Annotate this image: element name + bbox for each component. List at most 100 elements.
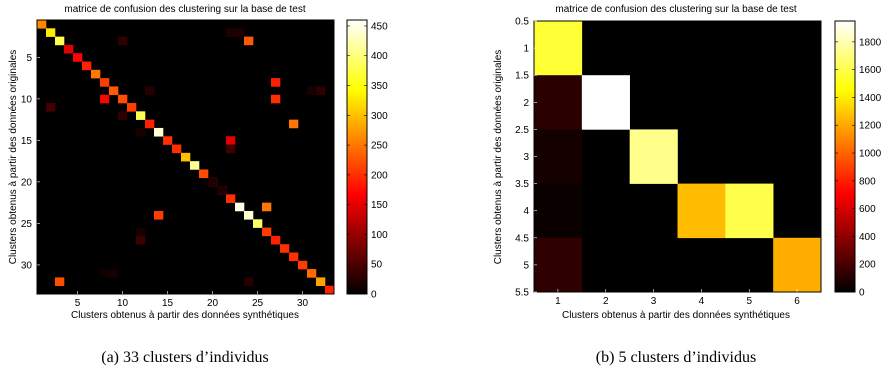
x-tick-label: 5 bbox=[75, 298, 81, 309]
y-tick-label: 30 bbox=[21, 260, 33, 271]
heatmap-cell bbox=[226, 28, 236, 37]
chart-b-cells bbox=[534, 21, 822, 293]
panel-a: matrice de confusion des clustering sur … bbox=[8, 4, 388, 366]
heatmap-cell bbox=[773, 237, 822, 293]
x-tick-label: 3 bbox=[651, 296, 657, 307]
heatmap-cell bbox=[316, 277, 326, 286]
x-tick-label: 5 bbox=[746, 296, 752, 307]
heatmap-cell bbox=[271, 235, 281, 245]
heatmap-cell bbox=[136, 227, 146, 237]
chart-a-ylabel: Clusters obtenus à partir des données or… bbox=[8, 50, 19, 265]
heatmap-cell bbox=[55, 277, 65, 286]
x-tick-label: 15 bbox=[162, 298, 174, 309]
y-tick-label: 4.5 bbox=[515, 233, 529, 244]
colorbar-tick-label: 600 bbox=[859, 204, 876, 215]
heatmap-cell bbox=[534, 129, 583, 184]
heatmap-cell bbox=[289, 119, 299, 129]
heatmap-cell bbox=[581, 75, 630, 130]
heatmap-cell bbox=[100, 78, 110, 87]
colorbar-tick-label: 1400 bbox=[859, 93, 882, 104]
heatmap-cell bbox=[725, 183, 774, 239]
heatmap-cell bbox=[199, 169, 209, 179]
y-tick-label: 1.5 bbox=[515, 71, 529, 82]
x-tick-label: 25 bbox=[252, 298, 264, 309]
heatmap-cell bbox=[154, 210, 164, 220]
chart-b-title: matrice de confusion des clustering sur … bbox=[555, 4, 796, 15]
heatmap-cell bbox=[629, 129, 678, 184]
chart-a-cells bbox=[37, 20, 335, 295]
heatmap-cell bbox=[262, 227, 272, 237]
colorbar-tick-label: 800 bbox=[859, 176, 876, 187]
heatmap-cell bbox=[307, 269, 317, 278]
y-tick-label: 5.5 bbox=[515, 288, 529, 299]
heatmap-cell bbox=[145, 119, 155, 129]
heatmap-cell bbox=[118, 94, 128, 104]
y-tick-label: 3 bbox=[523, 152, 529, 163]
heatmap-cell bbox=[100, 94, 110, 104]
heatmap-cell bbox=[118, 36, 128, 46]
heatmap-cell bbox=[181, 152, 191, 162]
heatmap-cell bbox=[262, 202, 272, 212]
colorbar-tick-label: 150 bbox=[371, 200, 388, 211]
heatmap-cell bbox=[91, 69, 101, 79]
colorbar-tick-label: 200 bbox=[859, 260, 876, 271]
chart-a-xlabel: Clusters obtenus à partir des données sy… bbox=[71, 310, 299, 321]
colorbar-tick-label: 200 bbox=[371, 170, 388, 181]
heatmap-cell bbox=[235, 28, 245, 37]
colorbar-tick-label: 250 bbox=[371, 141, 388, 152]
chart-b-colorbar-ticks: 1800 1600 1400 1200 1000 800 600 400 200 0 bbox=[835, 37, 882, 299]
y-tick-label: 10 bbox=[21, 94, 33, 105]
heatmap-cell bbox=[136, 127, 146, 137]
caption-a: (a) 33 clusters d’individus bbox=[101, 349, 269, 366]
colorbar-tick-label: 400 bbox=[371, 51, 388, 62]
colorbar-tick-label: 1800 bbox=[859, 37, 882, 48]
chart-b-colorbar bbox=[834, 20, 856, 293]
heatmap-cell bbox=[82, 61, 92, 71]
heatmap-cell bbox=[64, 44, 74, 54]
heatmap-cell bbox=[298, 260, 308, 270]
colorbar-tick-label: 300 bbox=[371, 111, 388, 122]
heatmap-cell bbox=[73, 53, 83, 62]
heatmap-cell bbox=[226, 144, 236, 154]
heatmap-cell bbox=[534, 21, 583, 76]
heatmap-cell bbox=[37, 20, 47, 29]
colorbar-tick-label: 1200 bbox=[859, 121, 882, 132]
colorbar-tick-label: 0 bbox=[859, 288, 865, 299]
chart-b-ylabel: Clusters obtenus à partir des données or… bbox=[493, 50, 504, 265]
colorbar-tick-label: 50 bbox=[371, 260, 383, 271]
heatmap-cell bbox=[280, 244, 290, 253]
chart-a-x-ticks: 5 10 15 20 25 30 bbox=[75, 291, 309, 309]
heatmap-cell bbox=[307, 86, 317, 96]
heatmap-cell bbox=[271, 94, 281, 104]
heatmap-cell bbox=[217, 186, 227, 195]
x-tick-label: 2 bbox=[603, 296, 609, 307]
heatmap-cell bbox=[253, 219, 263, 228]
chart-a-title: matrice de confusion des clustering sur … bbox=[64, 4, 305, 15]
colorbar-tick-label: 1000 bbox=[859, 149, 882, 160]
x-tick-label: 20 bbox=[207, 298, 219, 309]
y-tick-label: 1 bbox=[523, 44, 529, 55]
heatmap-cell bbox=[154, 127, 164, 137]
heatmap-cell bbox=[289, 252, 299, 262]
y-tick-label: 5 bbox=[523, 260, 529, 271]
heatmap-cell bbox=[46, 28, 56, 37]
heatmap-cell bbox=[244, 277, 254, 286]
chart-b-xlabel: Clusters obtenus à partir des données sy… bbox=[562, 310, 790, 321]
chart-a-colorbar bbox=[346, 19, 368, 295]
heatmap-cell bbox=[534, 183, 583, 239]
heatmap-cell bbox=[677, 183, 726, 239]
heatmap-cell bbox=[235, 202, 245, 212]
y-tick-label: 4 bbox=[523, 206, 529, 217]
colorbar-tick-label: 0 bbox=[371, 290, 377, 301]
chart-b-x-ticks: 1 2 3 4 5 6 bbox=[555, 289, 800, 307]
heatmap-cell bbox=[226, 136, 236, 145]
heatmap-cell bbox=[109, 86, 119, 96]
heatmap-cell bbox=[325, 285, 335, 295]
heatmap-cell bbox=[316, 86, 326, 96]
x-tick-label: 1 bbox=[555, 296, 561, 307]
heatmap-cell bbox=[100, 269, 110, 278]
heatmap-cell bbox=[136, 111, 146, 120]
y-tick-label: 5 bbox=[26, 53, 32, 64]
x-tick-label: 30 bbox=[297, 298, 309, 309]
